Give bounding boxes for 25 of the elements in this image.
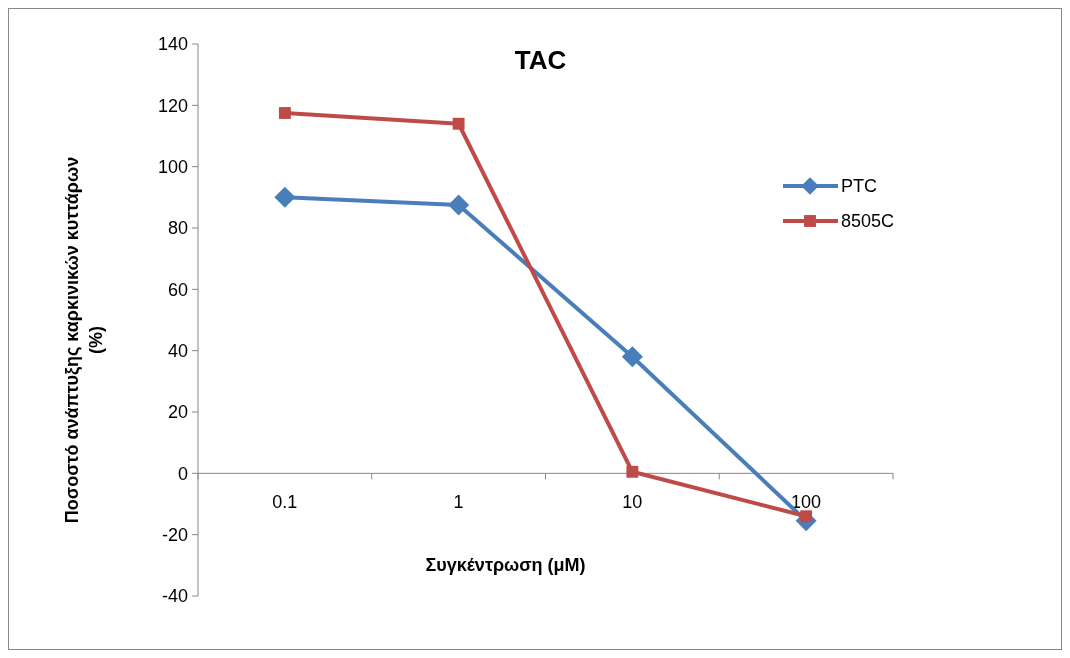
y-tick-label: 0 — [177, 463, 188, 484]
chart-title: TAC — [514, 45, 567, 75]
y-tick-label: -20 — [161, 524, 188, 545]
legend-label: 8505C — [841, 211, 895, 232]
y-tick-label: 140 — [157, 34, 188, 55]
x-axis-title: Συγκέντρωση (μM) — [425, 555, 586, 575]
y-tick-label: 60 — [167, 279, 188, 300]
y-tick-label: 100 — [157, 156, 188, 177]
y-tick-label: 20 — [167, 402, 188, 423]
x-tick-label: 100 — [791, 492, 822, 513]
legend-label: PTC — [841, 176, 877, 197]
y-tick-label: 40 — [167, 340, 188, 361]
x-tick-label: 10 — [622, 492, 643, 513]
point — [626, 465, 639, 478]
point — [621, 346, 643, 368]
point — [274, 186, 296, 208]
y-tick-label: -40 — [161, 586, 188, 607]
y-tick-label: 120 — [157, 95, 188, 116]
point — [452, 117, 465, 130]
y-axis-title: Ποσοστό ανάπτυξης καρκινικών κυττάρων (%) — [62, 156, 106, 524]
point — [448, 194, 470, 216]
point — [278, 107, 291, 119]
x-tick-label: 1 — [453, 492, 464, 513]
y-tick-label: 80 — [167, 218, 188, 239]
x-tick-label: 0.1 — [272, 492, 298, 513]
